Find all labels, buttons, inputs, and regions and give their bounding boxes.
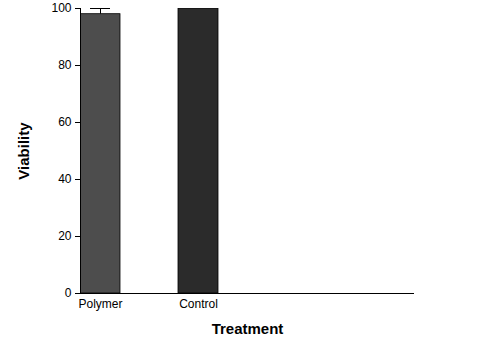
svg-text:Viability: Viability [15, 122, 32, 180]
svg-text:Polymer: Polymer [78, 297, 122, 311]
svg-text:20: 20 [58, 229, 72, 243]
svg-text:60: 60 [58, 115, 72, 129]
svg-text:80: 80 [58, 58, 72, 72]
svg-text:100: 100 [51, 1, 71, 15]
svg-text:Treatment: Treatment [212, 320, 284, 337]
svg-text:0: 0 [65, 286, 72, 300]
svg-text:40: 40 [58, 172, 72, 186]
svg-text:Control: Control [179, 297, 218, 311]
